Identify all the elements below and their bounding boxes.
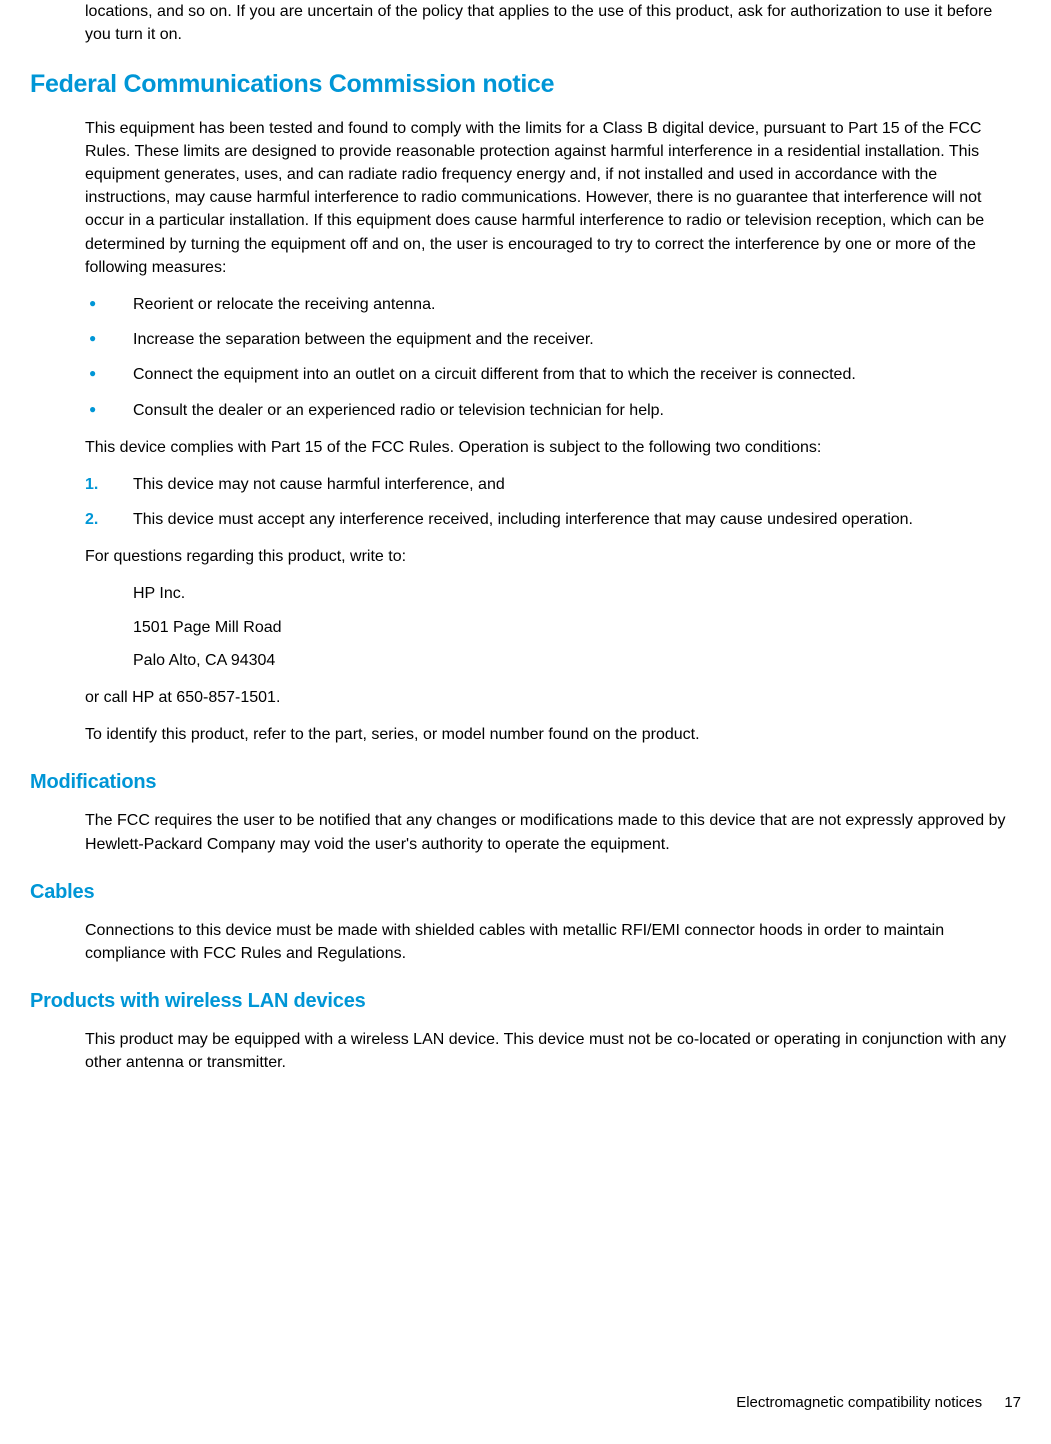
list-item: Reorient or relocate the receiving anten…: [85, 293, 1021, 316]
wireless-para1: This product may be equipped with a wire…: [85, 1028, 1021, 1074]
address-block: HP Inc. 1501 Page Mill Road Palo Alto, C…: [133, 582, 1021, 672]
list-item: This device may not cause harmful interf…: [85, 473, 1021, 496]
list-item: This device must accept any interference…: [85, 508, 1021, 531]
list-item: Connect the equipment into an outlet on …: [85, 363, 1021, 386]
address-line: 1501 Page Mill Road: [133, 616, 1021, 639]
list-item: Increase the separation between the equi…: [85, 328, 1021, 351]
cables-para1: Connections to this device must be made …: [85, 919, 1021, 965]
page-footer: Electromagnetic compatibility notices 17: [736, 1392, 1021, 1414]
fcc-heading: Federal Communications Commission notice: [30, 66, 1021, 102]
fcc-para2: This device complies with Part 15 of the…: [85, 436, 1021, 459]
fcc-para5: To identify this product, refer to the p…: [85, 723, 1021, 746]
modifications-heading: Modifications: [30, 768, 1021, 797]
fcc-para1: This equipment has been tested and found…: [85, 117, 1021, 279]
fcc-para4: or call HP at 650-857-1501.: [85, 686, 1021, 709]
wireless-heading: Products with wireless LAN devices: [30, 987, 1021, 1016]
fcc-bullet-list: Reorient or relocate the receiving anten…: [85, 293, 1021, 422]
fcc-para3: For questions regarding this product, wr…: [85, 545, 1021, 568]
cables-heading: Cables: [30, 878, 1021, 907]
fcc-numbered-list: This device may not cause harmful interf…: [85, 473, 1021, 531]
footer-section-title: Electromagnetic compatibility notices: [736, 1394, 982, 1411]
address-line: HP Inc.: [133, 582, 1021, 605]
intro-continuation-text: locations, and so on. If you are uncerta…: [85, 0, 1021, 46]
modifications-para1: The FCC requires the user to be notified…: [85, 809, 1021, 855]
footer-page-number: 17: [1004, 1394, 1021, 1411]
address-line: Palo Alto, CA 94304: [133, 649, 1021, 672]
list-item: Consult the dealer or an experienced rad…: [85, 399, 1021, 422]
